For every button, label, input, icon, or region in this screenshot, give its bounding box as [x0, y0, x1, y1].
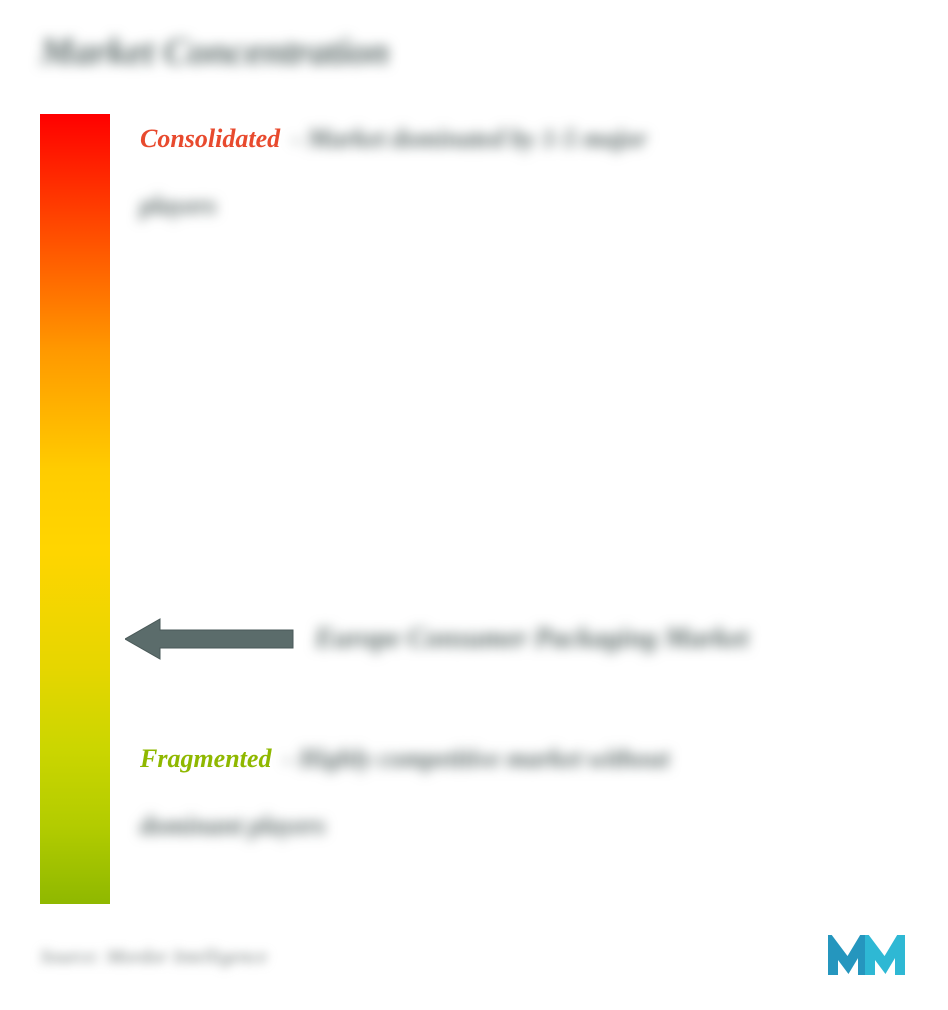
- fragmented-description-line1: - Highly competitive market without: [283, 744, 669, 773]
- arrow-left-icon: [125, 614, 295, 664]
- consolidated-block: Consolidated - Market dominated by 1-5 m…: [140, 114, 908, 231]
- page-title: Market Concentration: [40, 30, 908, 74]
- fragmented-description-line2: dominant players: [140, 801, 908, 850]
- content-area: Consolidated - Market dominated by 1-5 m…: [40, 114, 908, 904]
- fragmented-label: Fragmented: [140, 744, 271, 773]
- concentration-gradient-bar: [40, 114, 110, 904]
- text-column: Consolidated - Market dominated by 1-5 m…: [140, 114, 908, 904]
- market-name-label: Europe Consumer Packaging Market: [315, 623, 748, 655]
- brand-logo-icon: [828, 935, 908, 980]
- source-attribution: Source: Mordor Intelligence: [40, 946, 267, 969]
- footer: Source: Mordor Intelligence: [40, 935, 908, 980]
- consolidated-label: Consolidated: [140, 124, 280, 153]
- consolidated-description-line1: - Market dominated by 1-5 major: [292, 124, 647, 153]
- consolidated-description-line2: players: [140, 181, 908, 230]
- fragmented-block: Fragmented - Highly competitive market w…: [140, 734, 908, 851]
- market-position-indicator: Europe Consumer Packaging Market: [125, 614, 748, 664]
